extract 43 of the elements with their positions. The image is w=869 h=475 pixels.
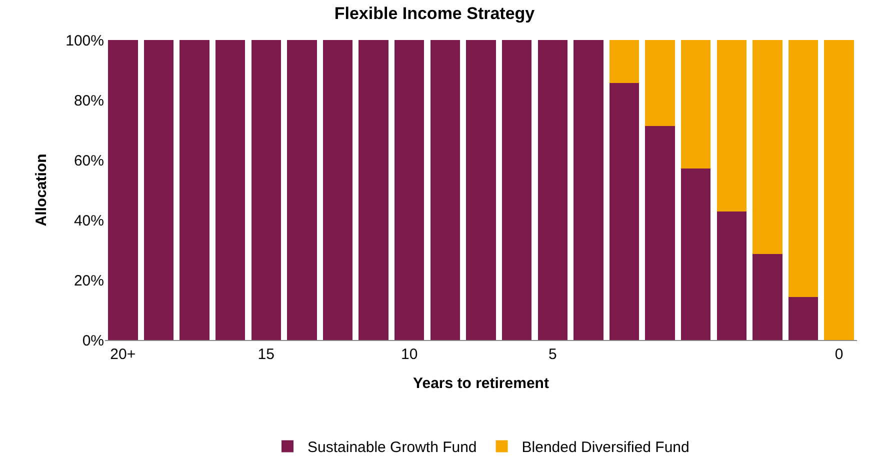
x-tick-label: 20+ <box>110 346 136 363</box>
bar <box>180 40 210 340</box>
x-axis-title: Years to retirement <box>413 375 549 392</box>
bar <box>824 40 854 340</box>
y-tick-label: 40% <box>74 212 104 230</box>
bar <box>215 40 246 340</box>
bar <box>716 40 747 212</box>
y-axis-title: Allocation <box>32 154 50 226</box>
x-tick-label: 15 <box>258 346 274 363</box>
bar <box>752 40 782 254</box>
bar <box>251 40 281 340</box>
bar <box>681 168 711 340</box>
x-tick-label: 10 <box>401 346 418 363</box>
bar <box>609 82 640 340</box>
bar <box>716 211 747 340</box>
bar <box>645 126 675 340</box>
bar <box>609 40 640 83</box>
x-tick-label: 0 <box>834 346 844 363</box>
bar <box>538 40 568 340</box>
legend-label: Blended Diversified Fund <box>522 439 690 456</box>
y-tick-label: 80% <box>74 92 104 110</box>
bar <box>358 40 388 340</box>
y-tick-label: 20% <box>74 272 104 290</box>
bar <box>752 254 782 340</box>
bar <box>430 40 460 340</box>
bar <box>108 40 138 340</box>
chart-title: Flexible Income Strategy <box>334 4 536 24</box>
bar <box>322 40 353 340</box>
bar <box>574 40 604 340</box>
bar <box>788 297 818 340</box>
legend-label: Sustainable Growth Fund <box>308 439 477 456</box>
bar <box>502 40 532 340</box>
bar <box>788 40 818 298</box>
bar <box>681 40 711 169</box>
y-tick-label: 60% <box>74 152 104 170</box>
bar <box>466 40 496 340</box>
bar <box>394 40 424 340</box>
bar <box>144 40 174 340</box>
y-tick-label: 100% <box>66 32 104 50</box>
bar <box>287 40 317 340</box>
y-tick-label: 0% <box>82 332 104 350</box>
bar <box>645 40 675 126</box>
x-tick-label: 5 <box>548 346 557 363</box>
